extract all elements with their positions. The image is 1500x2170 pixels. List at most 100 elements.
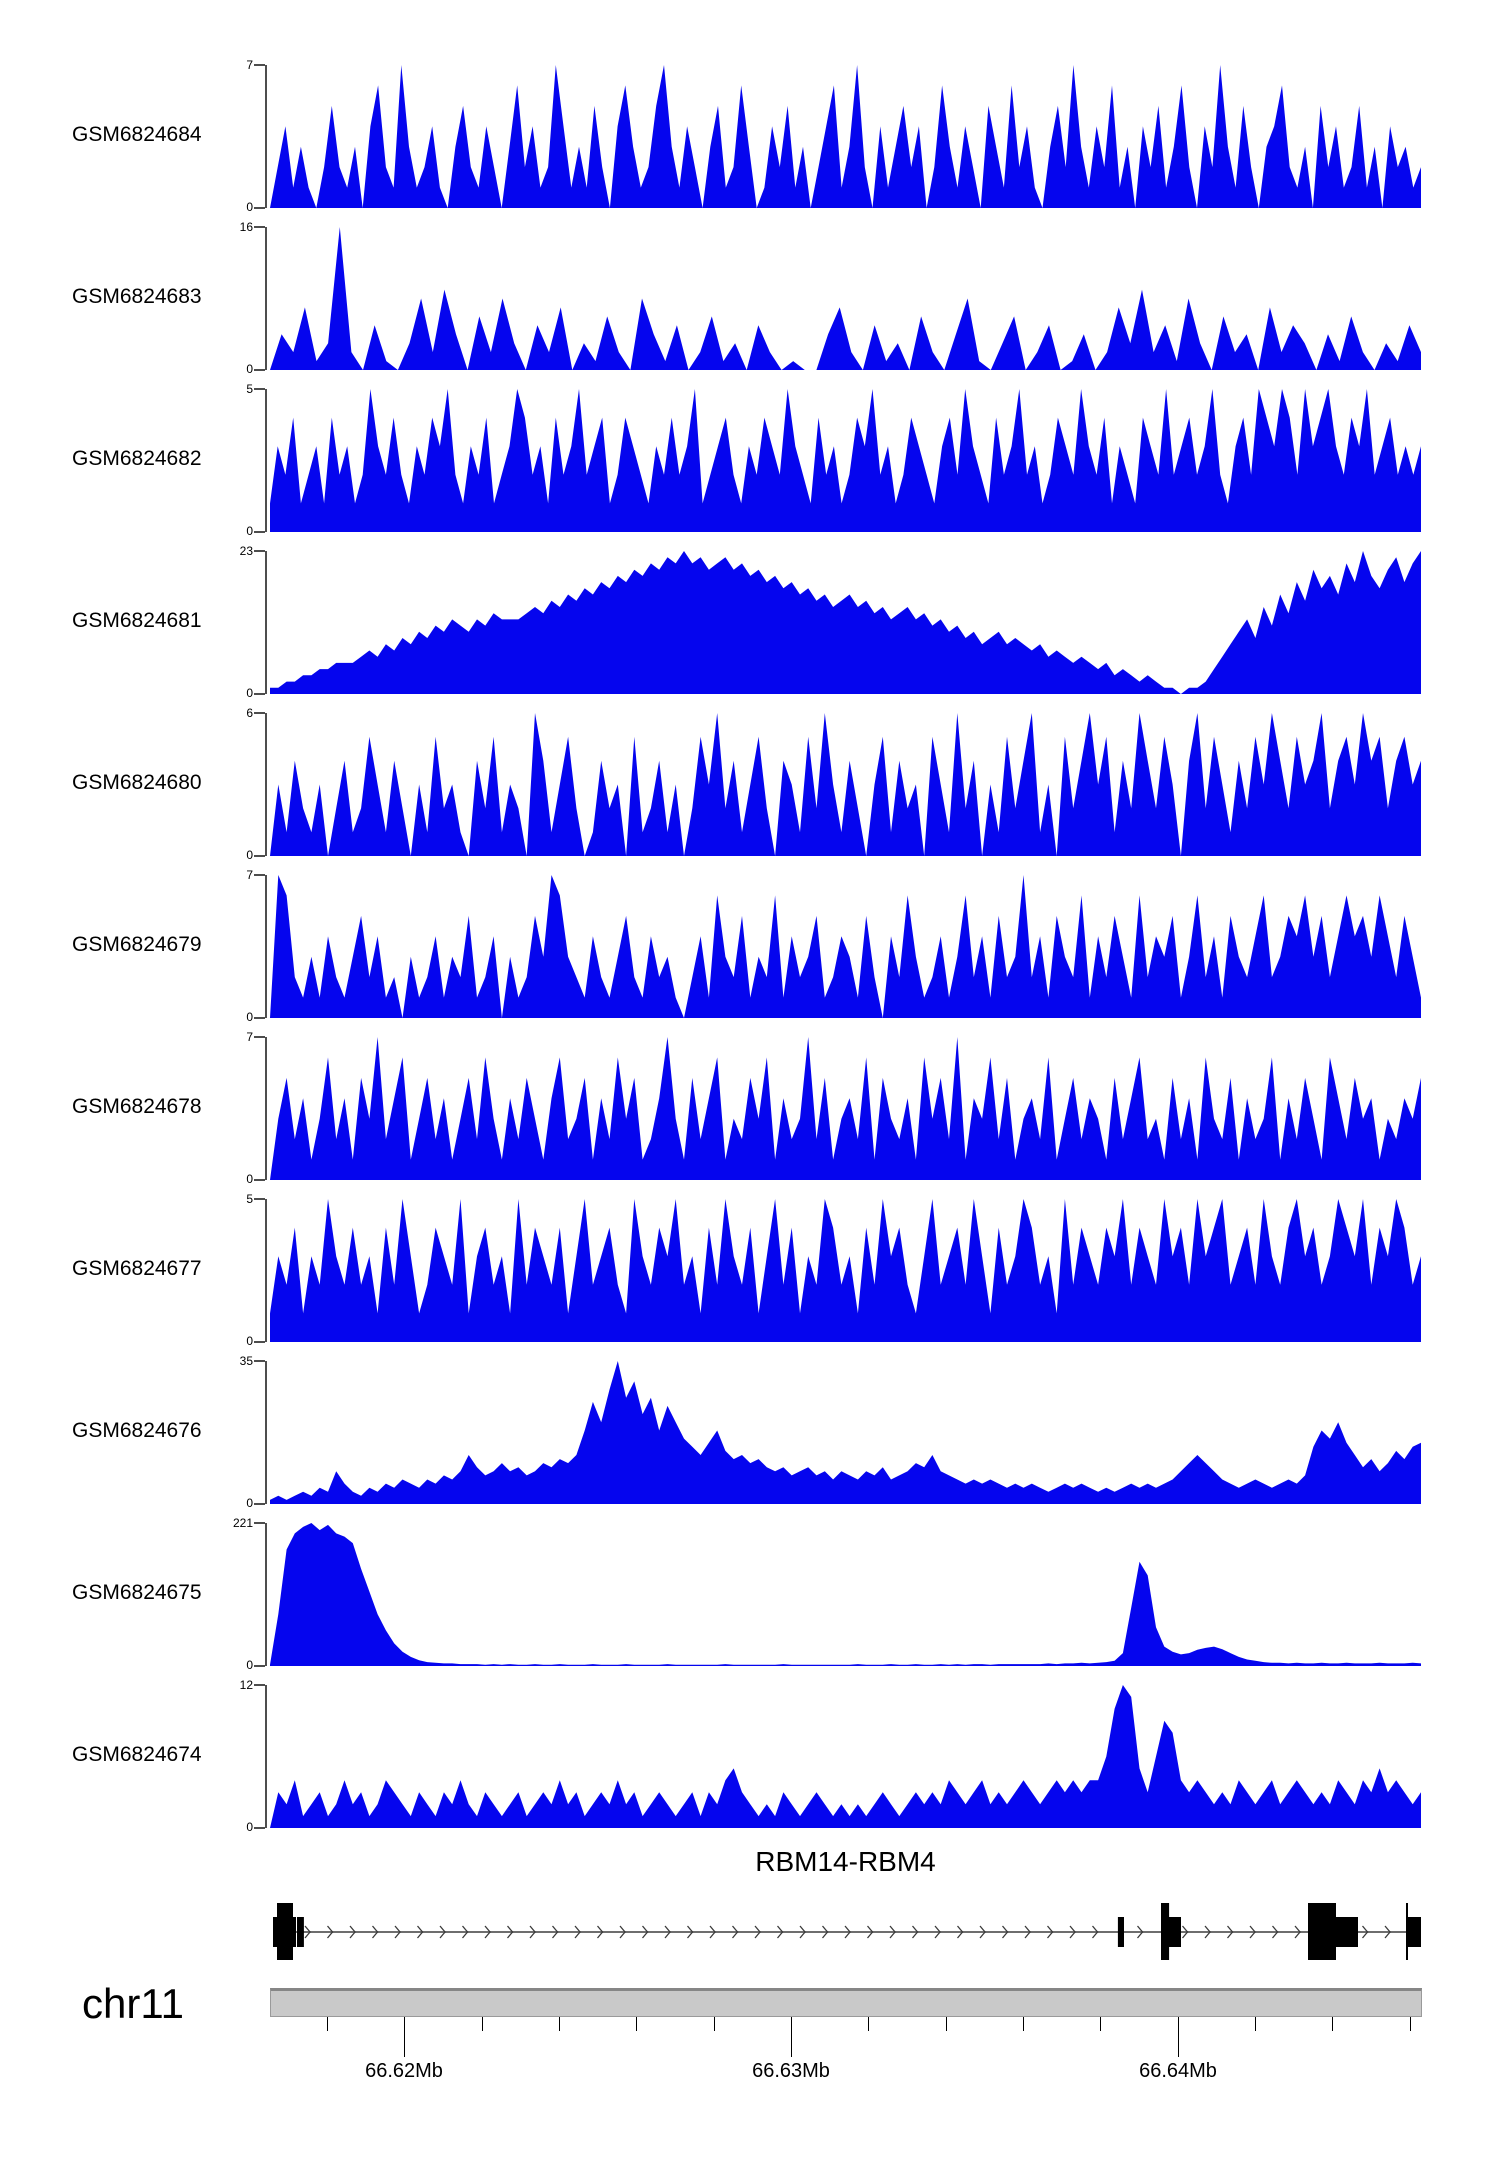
minor-tick bbox=[636, 2017, 637, 2031]
y-axis-top-tick bbox=[254, 1036, 265, 1038]
y-axis-line bbox=[265, 875, 267, 1018]
y-axis-bottom-tick bbox=[254, 531, 265, 533]
track-label-GSM6824676: GSM6824676 bbox=[72, 1418, 202, 1442]
strand-arrow-icon bbox=[349, 1925, 356, 1939]
minor-tick bbox=[714, 2017, 715, 2031]
y-max-label: 16 bbox=[239, 220, 253, 234]
y-axis-bottom-tick bbox=[254, 369, 265, 371]
track-label-GSM6824679: GSM6824679 bbox=[72, 932, 202, 956]
strand-arrow-icon bbox=[822, 1925, 829, 1939]
strand-arrow-icon bbox=[507, 1925, 514, 1939]
track-label-GSM6824678: GSM6824678 bbox=[72, 1094, 202, 1118]
y-axis-top-tick bbox=[254, 64, 265, 66]
y-axis-top-tick bbox=[254, 388, 265, 390]
strand-arrow-icon bbox=[799, 1925, 806, 1939]
exon-block-5 bbox=[1169, 1917, 1181, 1947]
minor-tick bbox=[868, 2017, 869, 2031]
coverage-area-GSM6824675 bbox=[270, 1523, 1421, 1666]
strand-arrow-icon bbox=[664, 1925, 671, 1939]
axis-tick-label: 66.62Mb bbox=[365, 2060, 443, 2082]
strand-arrow-icon bbox=[1069, 1925, 1076, 1939]
strand-arrow-icon bbox=[552, 1925, 559, 1939]
y-max-label: 6 bbox=[246, 706, 253, 720]
strand-arrow-icon bbox=[1384, 1925, 1391, 1939]
coverage-area-GSM6824679 bbox=[270, 875, 1421, 1018]
strand-arrow-icon bbox=[574, 1925, 581, 1939]
strand-arrow-icon bbox=[1272, 1925, 1279, 1939]
strand-arrow-icon bbox=[529, 1925, 536, 1939]
exon-block-6 bbox=[1308, 1903, 1336, 1960]
y-max-label: 23 bbox=[239, 544, 253, 558]
track-label-GSM6824682: GSM6824682 bbox=[72, 446, 202, 470]
y-axis-top-tick bbox=[254, 1684, 265, 1686]
gene-title: RBM14-RBM4 bbox=[755, 1846, 936, 1877]
y-zero-label: 0 bbox=[246, 1010, 253, 1024]
coverage-area-GSM6824684 bbox=[270, 65, 1421, 208]
y-max-label: 5 bbox=[246, 382, 253, 396]
coverage-area-GSM6824682 bbox=[270, 389, 1421, 532]
area-polygon bbox=[270, 227, 1421, 370]
y-axis-top-tick bbox=[254, 1360, 265, 1362]
strand-arrow-icon bbox=[957, 1925, 964, 1939]
y-max-label: 7 bbox=[246, 1030, 253, 1044]
strand-arrow-icon bbox=[777, 1925, 784, 1939]
exon-block-7 bbox=[1335, 1917, 1358, 1947]
y-axis-line bbox=[265, 1361, 267, 1504]
strand-arrow-icon bbox=[1137, 1925, 1144, 1939]
strand-arrow-icon bbox=[462, 1925, 469, 1939]
y-axis-top-tick bbox=[254, 226, 265, 228]
y-axis-line bbox=[265, 1199, 267, 1342]
area-polygon bbox=[270, 713, 1421, 856]
strand-arrow-icon bbox=[642, 1925, 649, 1939]
coverage-area-GSM6824676 bbox=[270, 1361, 1421, 1504]
minor-tick bbox=[1332, 2017, 1333, 2031]
exon-block-3 bbox=[1117, 1917, 1124, 1947]
strand-arrow-icon bbox=[484, 1925, 491, 1939]
y-max-label: 7 bbox=[246, 868, 253, 882]
strand-arrow-icon bbox=[1362, 1925, 1369, 1939]
area-polygon bbox=[270, 1523, 1421, 1666]
track-label-GSM6824680: GSM6824680 bbox=[72, 770, 202, 794]
exon-block-1 bbox=[277, 1903, 293, 1960]
major-tick bbox=[404, 2017, 405, 2057]
coverage-area-GSM6824681 bbox=[270, 551, 1421, 694]
track-label-GSM6824675: GSM6824675 bbox=[72, 1580, 202, 1604]
y-max-label: 35 bbox=[239, 1354, 253, 1368]
area-polygon bbox=[270, 875, 1421, 1018]
area-polygon bbox=[270, 1685, 1421, 1828]
y-axis-line bbox=[265, 1037, 267, 1180]
exon-block-2 bbox=[297, 1917, 304, 1947]
track-label-GSM6824681: GSM6824681 bbox=[72, 608, 202, 632]
y-axis-top-tick bbox=[254, 550, 265, 552]
y-axis-line bbox=[265, 65, 267, 208]
area-polygon bbox=[270, 65, 1421, 208]
strand-arrow-icon bbox=[1002, 1925, 1009, 1939]
strand-arrow-icon bbox=[1249, 1925, 1256, 1939]
y-axis-bottom-tick bbox=[254, 1665, 265, 1667]
minor-tick bbox=[1100, 2017, 1101, 2031]
strand-arrow-icon bbox=[597, 1925, 604, 1939]
area-polygon bbox=[270, 1199, 1421, 1342]
y-axis-bottom-tick bbox=[254, 855, 265, 857]
area-polygon bbox=[270, 1037, 1421, 1180]
y-axis-bottom-tick bbox=[254, 1341, 265, 1343]
minor-tick bbox=[1255, 2017, 1256, 2031]
coverage-area-GSM6824680 bbox=[270, 713, 1421, 856]
y-zero-label: 0 bbox=[246, 1820, 253, 1834]
y-axis-bottom-tick bbox=[254, 1827, 265, 1829]
y-zero-label: 0 bbox=[246, 362, 253, 376]
y-axis-bottom-tick bbox=[254, 1503, 265, 1505]
axis-tick-label: 66.63Mb bbox=[752, 2060, 830, 2082]
y-zero-label: 0 bbox=[246, 1334, 253, 1348]
strand-arrow-icon bbox=[754, 1925, 761, 1939]
chromosome-label: chr11 bbox=[82, 1980, 184, 2027]
y-axis-top-tick bbox=[254, 712, 265, 714]
y-axis-line bbox=[265, 1685, 267, 1828]
strand-arrow-icon bbox=[844, 1925, 851, 1939]
strand-arrow-icon bbox=[979, 1925, 986, 1939]
minor-tick bbox=[946, 2017, 947, 2031]
minor-tick bbox=[1410, 2017, 1411, 2031]
strand-arrow-icon bbox=[709, 1925, 716, 1939]
y-max-label: 12 bbox=[239, 1678, 253, 1692]
strand-arrow-icon bbox=[1092, 1925, 1099, 1939]
